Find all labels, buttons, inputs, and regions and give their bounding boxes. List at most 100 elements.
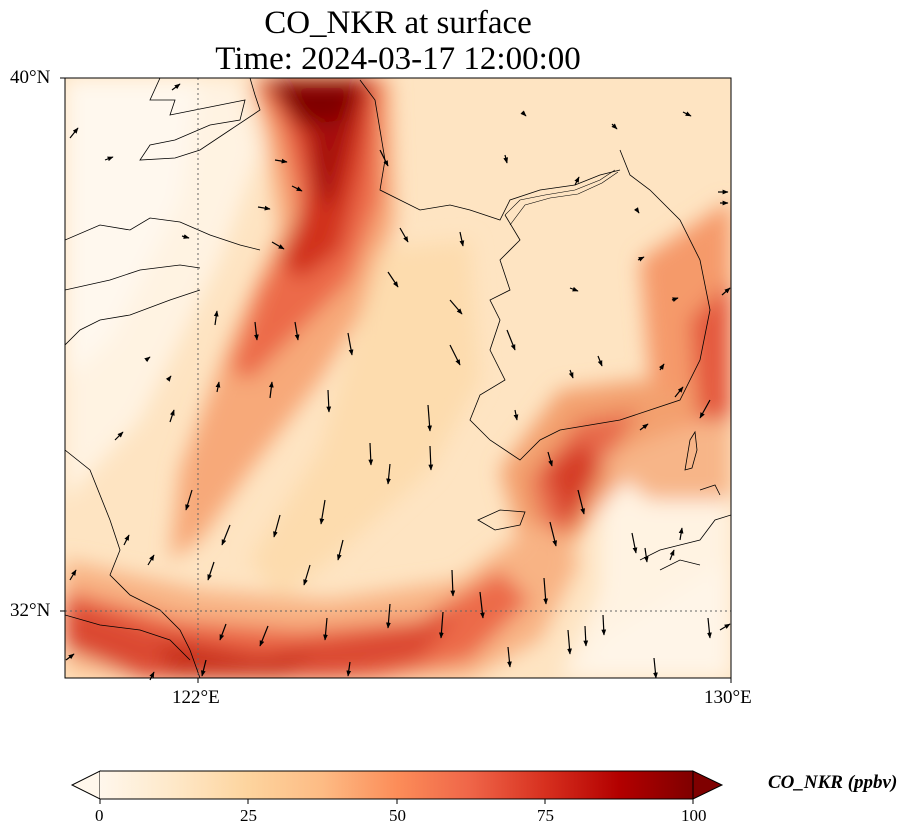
wind-arrow [659, 363, 665, 371]
wind-arrow [674, 386, 684, 398]
colorbar-extend-min [70, 770, 101, 800]
wind-arrow [346, 661, 352, 677]
lon-tick-label: 130°E [704, 687, 752, 708]
colorbar [70, 770, 724, 804]
wind-arrow [428, 445, 434, 471]
wind-arrow [669, 549, 675, 561]
wind-arrow [323, 617, 328, 641]
axis-ticks [60, 77, 732, 683]
wind-arrow [291, 185, 303, 192]
wind-arrow [114, 431, 124, 441]
wind-arrow [171, 83, 181, 91]
wind-arrow [671, 297, 679, 302]
wind-arrow [386, 463, 391, 485]
colorbar-tick-label: 50 [389, 806, 406, 825]
wind-arrow [513, 409, 519, 421]
lat-tick-label: 32°N [10, 600, 51, 621]
wind-arrow [520, 110, 527, 117]
wind-arrow [611, 123, 618, 130]
wind-arrow [653, 657, 658, 679]
wind-arrow [427, 404, 432, 432]
wind-arrow [637, 256, 645, 262]
wind-arrow [181, 234, 190, 239]
wind-arrow [567, 629, 572, 655]
wind-arrow [597, 355, 603, 367]
colorbar-extend-max [692, 770, 724, 800]
wind-arrow [207, 561, 215, 581]
colorbar-gradient [100, 771, 693, 799]
wind-arrow [215, 381, 221, 393]
lat-tick-label: 40°N [10, 67, 51, 88]
wind-arrow [254, 321, 259, 341]
map-subtitle-time: Time: 2024-03-17 12:00:00 [215, 41, 581, 77]
wind-arrow [568, 369, 574, 379]
wind-arrow [721, 287, 731, 296]
wind-arrow [294, 321, 300, 341]
wind-arrow [69, 569, 77, 581]
wind-arrow [459, 231, 465, 247]
wind-arrow [271, 241, 285, 250]
wind-arrow [634, 207, 640, 214]
wind-arrow [259, 625, 269, 647]
wind-arrow [219, 623, 227, 641]
wind-arrow [399, 227, 409, 243]
wind-arrow [678, 527, 684, 541]
wind-arrow [601, 614, 607, 636]
wind-arrow [439, 611, 444, 639]
wind-arrow [147, 554, 155, 566]
coastlines [65, 78, 731, 678]
wind-arrow [379, 149, 389, 167]
wind-arrow [549, 521, 558, 547]
gridlines [65, 78, 731, 678]
colorbar-tick-label: 75 [537, 806, 554, 825]
wind-arrow [577, 489, 586, 515]
wind-vectors [65, 83, 731, 681]
wind-arrow [65, 653, 75, 661]
wind-arrow [449, 344, 461, 366]
colorbar-tick-label: 25 [240, 806, 257, 825]
wind-arrow [274, 158, 288, 164]
wind-arrow [643, 547, 649, 563]
wind-arrow [69, 127, 79, 139]
map-title: CO_NKR at surface [264, 5, 532, 41]
wind-arrow [165, 375, 172, 382]
wind-arrow [336, 539, 344, 561]
wind-arrow [543, 577, 548, 605]
wind-arrow [123, 534, 130, 546]
wind-arrow [631, 532, 638, 554]
wind-arrow [450, 569, 456, 597]
wind-arrow [583, 625, 589, 647]
colorbar-label: CO_NKR (ppbv) [768, 772, 898, 793]
wind-arrow [574, 176, 580, 186]
wind-arrow [257, 205, 271, 211]
wind-arrow [506, 329, 516, 351]
wind-arrow [303, 564, 311, 586]
wind-arrow [347, 332, 354, 356]
wind-arrow [169, 409, 175, 423]
colorbar-tick-label: 0 [95, 806, 104, 825]
wind-arrow [479, 591, 485, 619]
wind-arrow [213, 310, 219, 326]
wind-arrow [319, 499, 326, 525]
wind-arrow [386, 603, 391, 629]
wind-arrow [569, 286, 579, 292]
wind-arrow [699, 399, 711, 419]
wind-arrow [707, 617, 712, 639]
wind-arrow [719, 623, 731, 631]
wind-arrow [144, 356, 151, 363]
wind-arrow [185, 489, 193, 511]
wind-arrow [682, 111, 692, 117]
wind-arrow [326, 389, 332, 413]
wind-arrow [449, 299, 463, 315]
wind-arrow [387, 271, 399, 288]
concentration-field [65, 78, 731, 678]
wind-arrow [104, 156, 114, 162]
wind-arrow [268, 381, 274, 399]
colorbar-tick-label: 100 [681, 806, 707, 825]
wind-arrow [547, 451, 553, 467]
wind-arrow [503, 154, 509, 164]
lon-tick-label: 122°E [172, 687, 220, 708]
wind-arrow [273, 514, 281, 538]
wind-arrow [149, 671, 155, 681]
